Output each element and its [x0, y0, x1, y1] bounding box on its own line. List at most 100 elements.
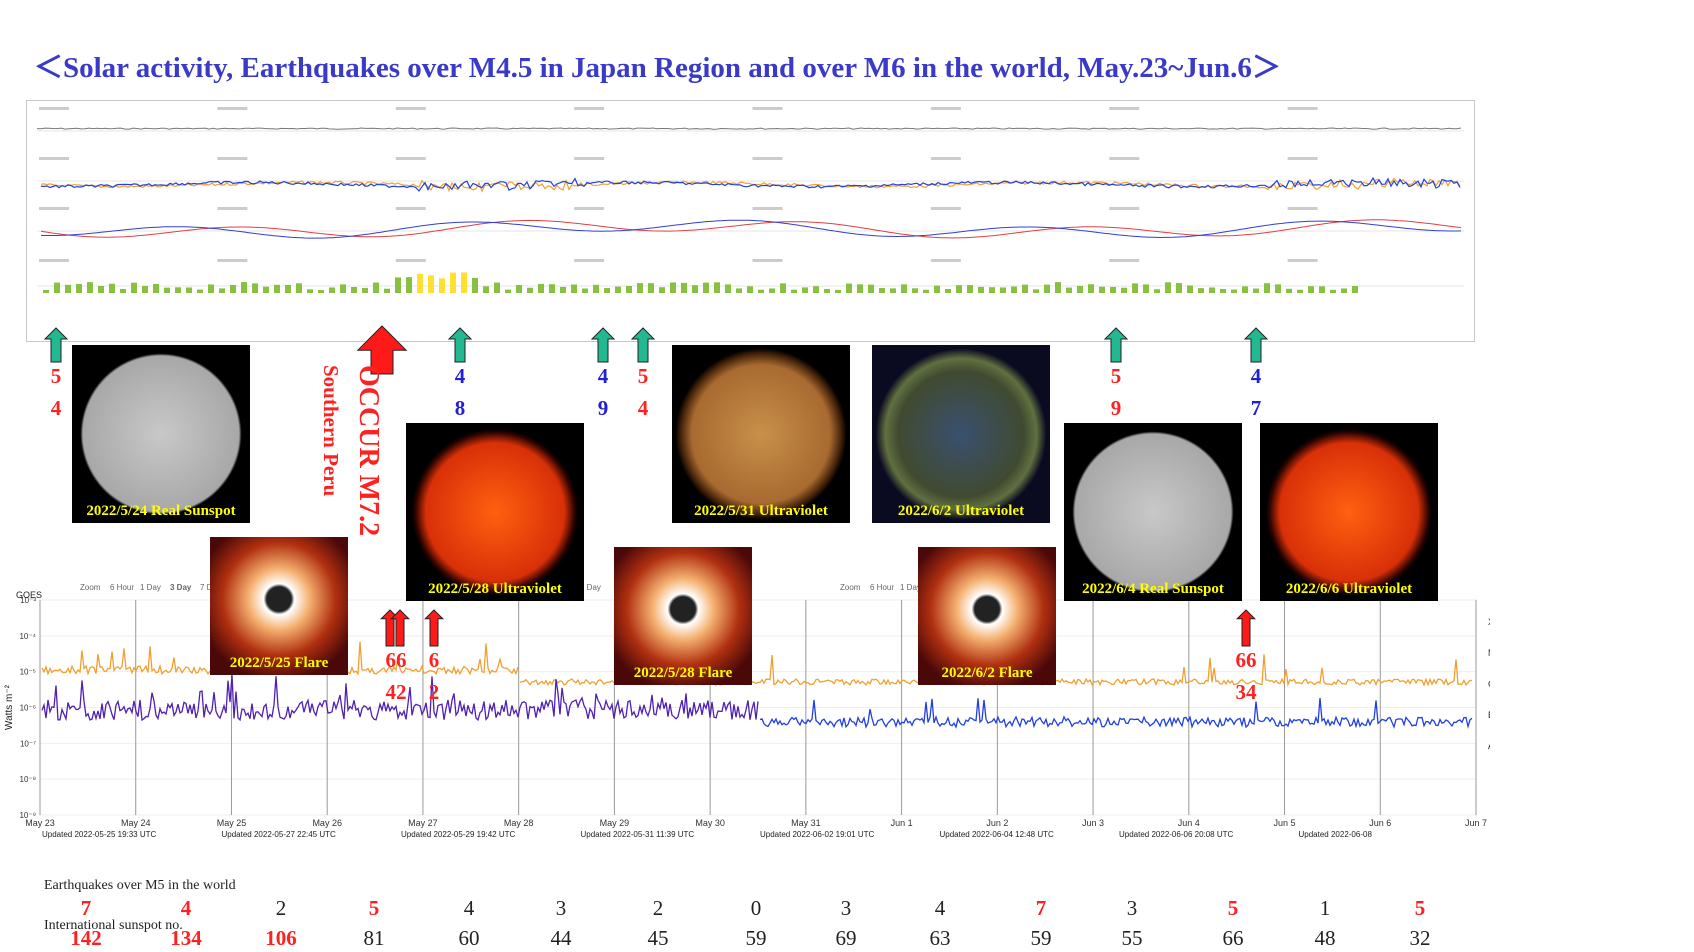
green-up-arrow: [447, 327, 473, 363]
kp-bar: [175, 287, 181, 293]
kp-bar: [98, 285, 104, 293]
kp-bar: [285, 285, 291, 293]
sun-image: 2022/6/2 Ultraviolet: [872, 345, 1050, 523]
kp-bar: [879, 288, 885, 293]
panel-caption: [1287, 107, 1318, 110]
date-tick-label: Jun 3: [1082, 818, 1104, 828]
sun-image: 2022/5/28 Ultraviolet: [406, 423, 584, 601]
ytick-label: 10⁻³: [20, 596, 36, 605]
earthquake-count: 4: [934, 896, 946, 920]
kp-bar: [1330, 289, 1336, 293]
panel-caption: [930, 207, 961, 210]
kp-bar: [769, 288, 775, 293]
red-arrow-bottom-value: 34: [1235, 680, 1257, 704]
kp-bar: [1187, 285, 1193, 293]
date-tick-label: Jun 1: [891, 818, 913, 828]
date-tick-label: May 26: [312, 818, 342, 828]
kp-bar: [516, 285, 522, 293]
panel-caption: [574, 207, 605, 210]
kp-bar: [637, 283, 643, 293]
kp-bar: [1077, 285, 1083, 293]
red-arrow-bottom-value: 42: [385, 680, 407, 704]
ytick-label: 10⁻⁸: [20, 775, 37, 784]
occur-annotation: OCCUR M7.2 Southern Peru: [310, 365, 390, 605]
earthquake-count: 4: [463, 896, 475, 920]
kp-bar: [659, 287, 665, 293]
kp-bar: [219, 288, 225, 293]
kp-bar: [296, 283, 302, 293]
panel-caption: [395, 107, 426, 110]
sun-image-caption: 2022/5/24 Real Sunspot: [86, 503, 236, 519]
zoom-option: Zoom: [840, 583, 861, 592]
sunspot-number: 134: [170, 926, 202, 950]
sunspot-label: International sunspot no.: [44, 918, 183, 933]
kp-bar: [263, 286, 269, 293]
date-tick-label: Jun 7: [1465, 818, 1487, 828]
earthquake-count: 3: [555, 896, 567, 920]
kp-bar: [461, 272, 467, 293]
sunspot-number: 81: [363, 926, 385, 950]
red-up-arrow: [389, 609, 411, 647]
green-up-arrow: [1243, 327, 1269, 363]
panel-caption: [574, 157, 605, 160]
sunspot-number: 60: [458, 926, 480, 950]
kp-bar: [802, 287, 808, 293]
kp-bar: [692, 285, 698, 293]
kp-bar: [670, 282, 676, 293]
panel-caption: [1109, 157, 1140, 160]
sunspot-number: 44: [550, 926, 572, 950]
sunspot-number: 142: [70, 926, 102, 950]
panel-caption: [1109, 259, 1140, 262]
green-up-arrow: [43, 327, 69, 363]
kp-bar: [1319, 286, 1325, 293]
kp-bar: [868, 284, 874, 293]
kp-bar: [1308, 286, 1314, 293]
date-tick-label: May 23: [25, 818, 55, 828]
kp-bar: [681, 282, 687, 293]
date-tick-label: May 25: [217, 818, 247, 828]
earthquake-count: 7: [1035, 896, 1047, 920]
yaxis-label: Watts m⁻²: [4, 684, 15, 730]
kp-bar: [65, 284, 71, 293]
ytick-label: 10⁻⁹: [19, 811, 36, 820]
kp-bar: [307, 289, 313, 293]
panel-caption: [1287, 157, 1318, 160]
kp-bar: [615, 286, 621, 293]
kp-bar: [560, 286, 566, 293]
zoom-option: Zoom: [80, 583, 101, 592]
earthquake-count: 2: [275, 896, 287, 920]
sunspot-number: 106: [265, 926, 297, 950]
earthquake-count: 5: [1414, 896, 1426, 920]
arrow-bottom-value: 7: [1250, 396, 1262, 420]
kp-bar: [1198, 288, 1204, 293]
updated-label: Updated 2022-05-25 19:33 UTC: [42, 830, 157, 839]
kp-bar: [1253, 288, 1259, 293]
kp-bar: [582, 288, 588, 293]
sunspot-number: 66: [1222, 926, 1244, 950]
sunspot-number: 59: [1030, 926, 1052, 950]
kp-bar: [208, 284, 214, 293]
kp-bar: [1099, 286, 1105, 293]
zoom-option: 1 Day: [900, 583, 921, 592]
earthquake-count: 3: [1126, 896, 1138, 920]
kp-bar: [549, 284, 555, 293]
kp-bar: [824, 288, 830, 293]
kp-bar: [967, 285, 973, 293]
earthquake-count: 5: [1227, 896, 1239, 920]
kp-bar: [736, 288, 742, 293]
kp-bar: [439, 278, 445, 293]
kp-bar: [1044, 284, 1050, 293]
kp-bar: [1209, 287, 1215, 293]
sunspot-number: 48: [1314, 926, 1336, 950]
zoom-option: 3 Day: [170, 583, 192, 592]
sun-image-caption: 2022/6/4 Real Sunspot: [1082, 581, 1224, 597]
sun-image-caption: 2022/6/2 Flare: [941, 665, 1033, 681]
panel-caption: [39, 157, 69, 160]
kp-bar: [87, 282, 93, 293]
arrow-bottom-value: 4: [637, 396, 649, 420]
sun-image: 2022/5/28 Flare: [614, 547, 752, 685]
sunspot-number: 55: [1121, 926, 1143, 950]
kp-bar: [593, 284, 599, 293]
sun-image: 2022/6/4 Real Sunspot: [1064, 423, 1242, 601]
kp-bar: [1132, 283, 1138, 293]
